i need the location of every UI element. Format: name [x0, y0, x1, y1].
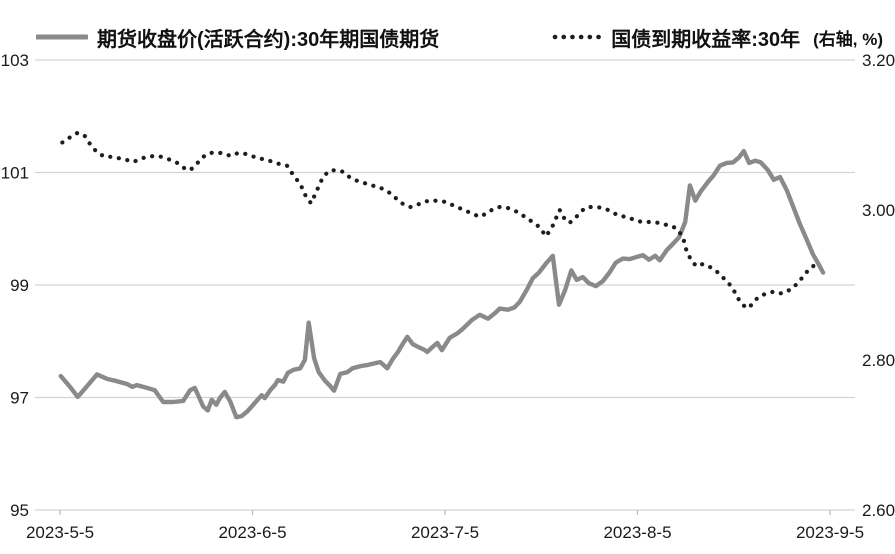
yield-dotted-line: [60, 130, 820, 311]
x-axis-tick-label: 2023-9-5: [796, 523, 864, 542]
x-axis-tick-label: 2023-7-5: [411, 523, 479, 542]
right-axis-tick-label: 2.60: [862, 501, 895, 520]
legend-item-futures-price: 期货收盘价(活跃合约):30年期国债期货: [36, 23, 439, 52]
left-axis-tick-label: 101: [1, 164, 29, 183]
futures-price-solid-line: [58, 148, 826, 420]
legend-label-bond-yield-axis-note: (右轴, %): [813, 29, 883, 49]
legend-label-bond-yield: 国债到期收益率:30年: [611, 28, 801, 51]
legend-label-futures-price: 期货收盘价(活跃合约):30年期国债期货: [97, 28, 440, 51]
chart-legend: 期货收盘价(活跃合约):30年期国债期货 国债到期收益率:30年 (右轴, %): [36, 21, 883, 53]
left-axis-tick-label: 103: [1, 51, 29, 70]
solid-line-swatch-icon: [36, 34, 88, 40]
left-axis-tick-label: 99: [10, 276, 29, 295]
x-axis-tick-label: 2023-5-5: [26, 523, 94, 542]
x-axis-tick-label: 2023-8-5: [603, 523, 671, 542]
right-axis-tick-label: 3.20: [862, 51, 895, 70]
right-axis-tick-label: 2.80: [862, 351, 895, 370]
left-axis-tick-label: 95: [10, 501, 29, 520]
dotted-line-swatch-icon: [552, 34, 603, 40]
legend-item-bond-yield: 国债到期收益率:30年 (右轴, %): [552, 23, 883, 52]
right-axis-tick-label: 3.00: [862, 201, 895, 220]
x-axis-tick-label: 2023-6-5: [218, 523, 286, 542]
left-axis-tick-label: 97: [10, 389, 29, 408]
